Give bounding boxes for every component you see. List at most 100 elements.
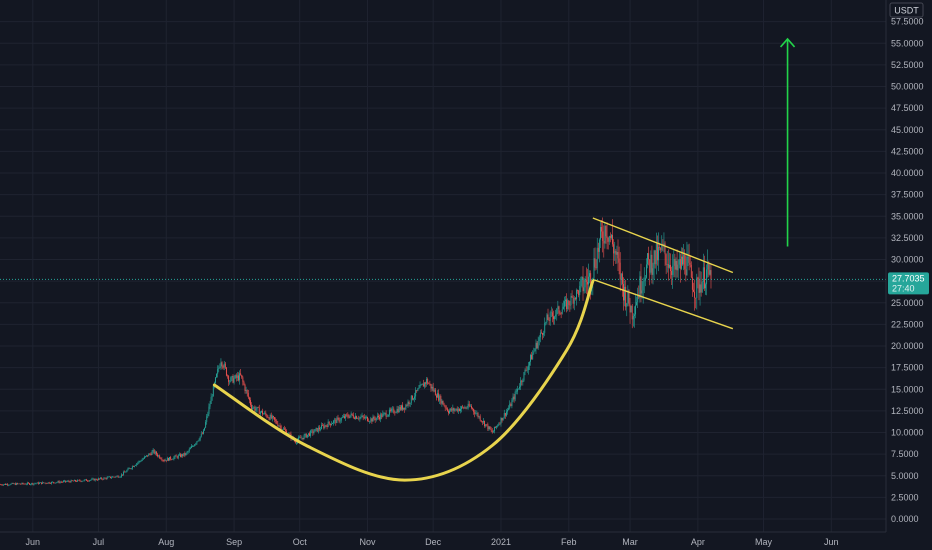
candle bbox=[185, 452, 187, 456]
candle bbox=[382, 410, 384, 418]
candle bbox=[9, 484, 11, 486]
candle bbox=[6, 483, 8, 485]
candle bbox=[21, 482, 23, 485]
candle bbox=[110, 476, 111, 479]
candle bbox=[525, 366, 527, 372]
time-axis[interactable]: Jun Jul Aug Sep Oct Nov Dec 2021 Feb Mar Apr May Jun bbox=[26, 537, 839, 547]
candle bbox=[572, 295, 574, 309]
x-tick-label: Jun bbox=[26, 537, 41, 547]
channel-line[interactable] bbox=[592, 217, 734, 274]
candle bbox=[120, 473, 122, 478]
candle bbox=[694, 279, 696, 311]
y-tick-label: 15.0000 bbox=[891, 384, 924, 394]
candle bbox=[14, 482, 16, 486]
candle bbox=[647, 253, 648, 269]
candle bbox=[139, 460, 141, 463]
candle bbox=[534, 347, 536, 352]
channel-line[interactable] bbox=[592, 278, 734, 330]
candle bbox=[76, 480, 78, 482]
candle bbox=[571, 290, 573, 298]
candle bbox=[154, 450, 156, 456]
candle bbox=[84, 479, 86, 481]
candle bbox=[30, 483, 32, 486]
candle bbox=[655, 232, 657, 275]
candle bbox=[56, 481, 58, 484]
candle bbox=[493, 426, 495, 434]
candle bbox=[650, 250, 652, 275]
candle bbox=[601, 219, 603, 238]
candle bbox=[134, 465, 135, 468]
candle bbox=[502, 417, 504, 421]
cup-curve[interactable] bbox=[212, 279, 595, 482]
candle bbox=[468, 401, 470, 408]
candle bbox=[421, 383, 423, 385]
candle bbox=[485, 424, 487, 428]
candle bbox=[79, 478, 81, 482]
candle bbox=[378, 413, 379, 420]
candle bbox=[531, 351, 533, 360]
candle bbox=[671, 266, 673, 285]
candle bbox=[589, 270, 591, 284]
candle bbox=[306, 434, 308, 439]
arrow-up[interactable] bbox=[779, 37, 796, 247]
candle bbox=[660, 247, 662, 254]
grid bbox=[0, 0, 886, 532]
candle bbox=[159, 454, 161, 459]
candle bbox=[44, 482, 46, 484]
candle bbox=[495, 426, 496, 429]
candle bbox=[451, 407, 453, 412]
candle bbox=[184, 451, 186, 458]
candle bbox=[178, 452, 180, 456]
candle bbox=[405, 403, 407, 411]
candle bbox=[141, 457, 143, 462]
candle bbox=[80, 480, 82, 483]
candle bbox=[693, 282, 694, 293]
candle bbox=[90, 479, 92, 482]
candle bbox=[675, 257, 677, 279]
candle bbox=[146, 455, 148, 457]
candle bbox=[372, 414, 374, 422]
candle bbox=[289, 432, 291, 435]
candle bbox=[394, 410, 396, 416]
candle bbox=[316, 427, 318, 433]
candle bbox=[254, 405, 256, 412]
candle bbox=[486, 424, 488, 427]
candle bbox=[670, 253, 671, 279]
candle bbox=[335, 418, 337, 426]
candle bbox=[128, 467, 130, 469]
candle bbox=[161, 457, 163, 462]
candle bbox=[399, 405, 401, 411]
candle bbox=[577, 289, 578, 294]
candle bbox=[554, 315, 556, 325]
candle bbox=[192, 445, 193, 448]
candle bbox=[520, 377, 522, 391]
candle bbox=[444, 404, 446, 411]
candle bbox=[230, 376, 232, 383]
candle bbox=[46, 483, 48, 484]
candle bbox=[175, 454, 177, 457]
candle bbox=[695, 297, 697, 309]
candle bbox=[668, 252, 670, 269]
currency-label: USDT bbox=[894, 6, 919, 16]
candle bbox=[672, 254, 674, 289]
candle bbox=[582, 266, 584, 301]
candle bbox=[264, 411, 266, 415]
currency-badge[interactable]: USDT bbox=[889, 2, 924, 18]
candle bbox=[300, 434, 302, 439]
candle bbox=[115, 476, 117, 478]
candle bbox=[607, 237, 609, 250]
candle bbox=[658, 232, 659, 272]
candle bbox=[64, 479, 65, 483]
candle bbox=[630, 305, 632, 313]
candle bbox=[186, 450, 188, 455]
candle bbox=[600, 221, 601, 248]
candle bbox=[180, 452, 181, 458]
countdown-value: 27:40 bbox=[892, 283, 915, 293]
y-tick-label: 17.5000 bbox=[891, 363, 924, 373]
candle bbox=[301, 435, 303, 440]
candle bbox=[207, 411, 209, 419]
candle bbox=[538, 335, 540, 346]
candle bbox=[279, 423, 281, 429]
